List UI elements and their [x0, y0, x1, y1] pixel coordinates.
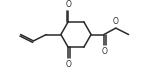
Text: O: O [65, 60, 71, 69]
Text: O: O [102, 47, 108, 56]
Text: O: O [113, 17, 119, 26]
Text: O: O [65, 0, 71, 9]
